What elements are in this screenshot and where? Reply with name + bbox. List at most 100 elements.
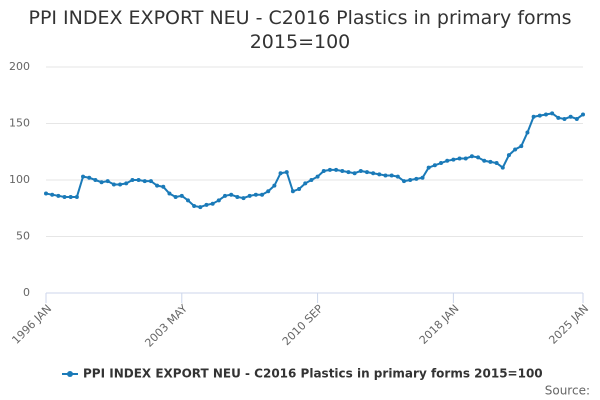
point	[321, 168, 326, 173]
x-tick-label: 2003 MAY	[142, 302, 190, 350]
point	[334, 167, 339, 172]
point	[235, 194, 240, 199]
point	[210, 201, 215, 206]
point	[253, 192, 258, 197]
point	[482, 158, 487, 163]
point	[216, 198, 221, 203]
point	[192, 203, 197, 208]
point	[383, 173, 388, 178]
point	[198, 205, 203, 210]
point	[99, 180, 104, 185]
point	[62, 194, 67, 199]
y-tick-label: 200	[9, 60, 30, 73]
point	[260, 192, 265, 197]
point	[494, 161, 499, 166]
point	[173, 194, 178, 199]
point	[506, 153, 511, 158]
legend-label: PPI INDEX EXPORT NEU - C2016 Plastics in…	[83, 367, 543, 381]
point	[377, 172, 382, 177]
point	[161, 184, 166, 189]
point	[309, 178, 314, 182]
point	[185, 198, 190, 203]
point	[87, 175, 92, 180]
point	[550, 111, 555, 116]
point	[488, 159, 493, 164]
x-tick-label: 2025 JAN	[546, 302, 591, 347]
point	[136, 178, 141, 182]
point	[389, 173, 394, 178]
point	[155, 183, 160, 188]
point	[167, 191, 172, 196]
point	[364, 170, 369, 175]
legend-marker	[67, 371, 73, 377]
point	[130, 178, 135, 182]
point	[358, 168, 363, 173]
point	[124, 181, 129, 186]
series-line	[45, 112, 584, 209]
point	[543, 112, 548, 117]
point	[556, 115, 561, 120]
point	[241, 196, 246, 201]
x-tick-label: 2018 JAN	[417, 302, 462, 347]
point	[562, 116, 567, 121]
point	[179, 193, 184, 198]
point	[445, 158, 450, 163]
point	[204, 202, 209, 207]
y-tick-label: 50	[16, 230, 30, 243]
point	[105, 179, 110, 184]
point	[537, 113, 542, 118]
point	[266, 189, 271, 194]
point	[531, 114, 536, 119]
point	[420, 175, 425, 180]
point	[68, 194, 73, 199]
chart-title: PPI INDEX EXPORT NEU - C2016 Plastics in…	[28, 7, 572, 53]
point	[56, 193, 61, 198]
point	[297, 187, 302, 192]
y-tick-label: 150	[9, 117, 30, 130]
point	[74, 194, 79, 199]
point	[352, 171, 357, 176]
point	[247, 193, 252, 198]
point	[432, 163, 437, 168]
point	[426, 165, 431, 170]
point	[223, 193, 227, 198]
point	[142, 179, 147, 184]
point	[290, 189, 295, 194]
point	[346, 170, 351, 175]
point	[111, 182, 116, 187]
point	[327, 167, 332, 172]
point	[439, 161, 444, 166]
point	[229, 192, 234, 197]
point	[513, 147, 518, 152]
point	[340, 168, 345, 173]
point	[568, 114, 573, 119]
point	[93, 178, 98, 182]
y-tick-label: 100	[9, 173, 30, 186]
point	[278, 171, 283, 176]
point	[44, 191, 48, 196]
x-tick-label: 2010 SEP	[280, 302, 326, 348]
point	[414, 176, 419, 181]
point	[525, 130, 530, 135]
source: Source:	[545, 384, 590, 398]
point	[500, 165, 505, 170]
point	[463, 156, 468, 161]
point	[581, 112, 585, 117]
point	[457, 156, 462, 161]
point	[118, 182, 123, 187]
point	[272, 183, 277, 188]
point	[574, 116, 579, 121]
point	[148, 179, 153, 184]
x-tick-label: 1996 JAN	[9, 302, 54, 347]
point	[451, 157, 456, 162]
point	[519, 144, 524, 149]
point	[476, 155, 481, 160]
point	[315, 174, 320, 179]
point	[50, 192, 55, 197]
y-tick-label: 0	[23, 286, 30, 299]
point	[303, 181, 308, 186]
point	[284, 170, 289, 175]
point	[81, 174, 86, 179]
